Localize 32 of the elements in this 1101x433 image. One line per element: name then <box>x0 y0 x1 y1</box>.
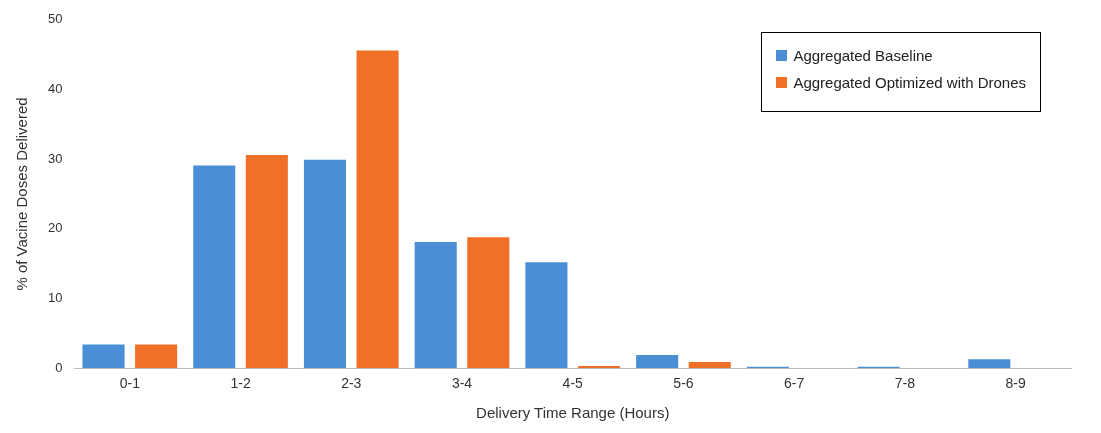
bar <box>303 159 347 369</box>
bar <box>414 242 457 369</box>
x-tick-label: 6-7 <box>784 375 805 392</box>
x-tick-label: 5-6 <box>673 375 694 392</box>
bar <box>688 361 731 369</box>
y-tick-label: 20 <box>47 220 63 236</box>
x-tick-label: 1-2 <box>230 375 251 392</box>
x-axis-title: Delivery Time Range (Hours) <box>476 404 670 422</box>
y-tick-label: 10 <box>47 290 63 306</box>
x-tick-label: 4-5 <box>562 375 584 392</box>
bar <box>525 262 568 369</box>
bar <box>467 237 510 369</box>
x-tick-label: 2-3 <box>341 375 362 392</box>
y-tick-label: 30 <box>47 150 63 166</box>
y-axis-title: % of Vacine Doses Delivered <box>13 97 31 291</box>
bar <box>577 366 621 369</box>
bar <box>968 359 1011 369</box>
legend-label: Aggregated Baseline <box>793 47 933 64</box>
y-tick-label: 40 <box>47 81 63 97</box>
legend-label: Aggregated Optimized with Drones <box>793 74 1026 91</box>
x-tick-label: 0-1 <box>119 375 141 392</box>
x-tick-label: 8-9 <box>1005 375 1026 392</box>
x-tick-label: 3-4 <box>451 375 473 392</box>
bar <box>193 165 236 369</box>
bar <box>135 344 178 369</box>
bar <box>82 344 125 369</box>
bar <box>356 50 399 369</box>
x-tick-label: 7-8 <box>894 375 916 392</box>
bar <box>245 154 288 369</box>
y-tick-label: 0 <box>55 359 63 375</box>
bar <box>636 354 679 369</box>
y-tick-label: 50 <box>47 11 63 27</box>
